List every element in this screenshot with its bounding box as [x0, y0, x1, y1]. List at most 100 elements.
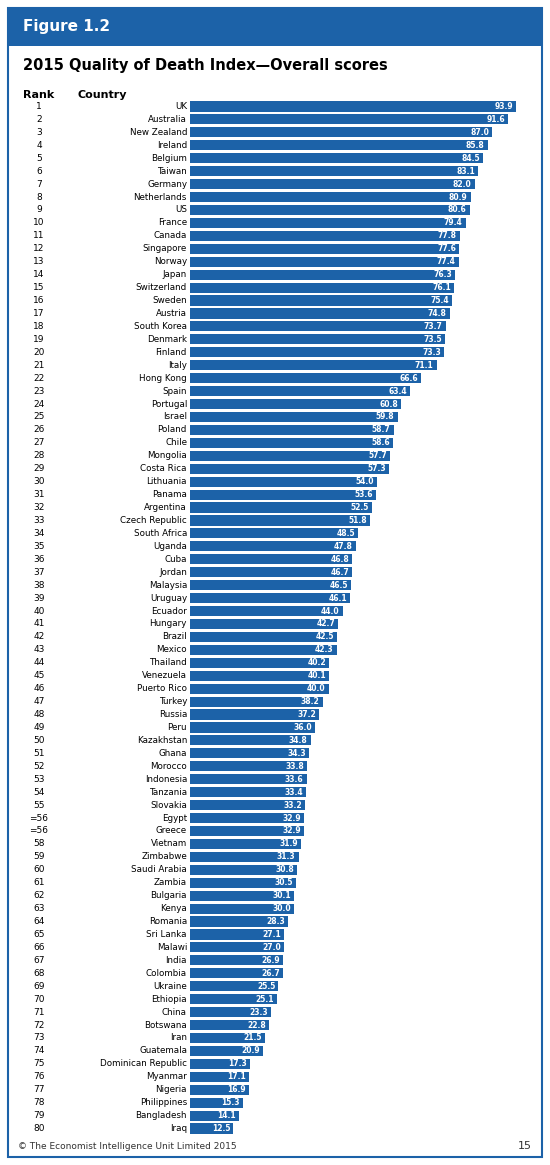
- Bar: [190, 839, 301, 849]
- Text: UK: UK: [175, 103, 187, 111]
- Text: 21.5: 21.5: [243, 1033, 262, 1043]
- Text: 17.1: 17.1: [228, 1072, 246, 1081]
- Text: 79.4: 79.4: [444, 218, 463, 227]
- Text: 75.4: 75.4: [430, 296, 449, 305]
- Text: 10: 10: [33, 218, 45, 227]
- Text: 35: 35: [33, 542, 45, 551]
- Text: 74.8: 74.8: [428, 309, 447, 318]
- Text: =56: =56: [30, 813, 48, 822]
- Text: 60: 60: [33, 866, 45, 874]
- Text: 65: 65: [33, 930, 45, 939]
- Bar: [190, 580, 351, 591]
- Text: Uruguay: Uruguay: [150, 594, 187, 602]
- Text: 48: 48: [34, 709, 45, 719]
- Text: 45: 45: [34, 671, 45, 680]
- Text: Brazil: Brazil: [162, 633, 187, 642]
- Text: 44: 44: [34, 658, 45, 668]
- Text: 30.0: 30.0: [272, 904, 291, 913]
- Bar: [190, 515, 370, 525]
- Bar: [190, 1123, 233, 1134]
- Text: Venezuela: Venezuela: [142, 671, 187, 680]
- Text: Ireland: Ireland: [157, 141, 187, 150]
- Text: Malaysia: Malaysia: [148, 580, 187, 589]
- Text: 42.7: 42.7: [316, 620, 335, 628]
- Bar: [190, 412, 398, 422]
- Text: 27.0: 27.0: [262, 942, 280, 952]
- Text: 31.3: 31.3: [277, 853, 295, 861]
- Bar: [190, 930, 284, 939]
- Text: 62: 62: [34, 891, 45, 901]
- Bar: [190, 697, 322, 707]
- Text: 46.7: 46.7: [331, 567, 349, 577]
- Text: 12.5: 12.5: [212, 1124, 230, 1134]
- Bar: [190, 347, 444, 358]
- Bar: [190, 256, 459, 267]
- Text: Sweden: Sweden: [152, 296, 187, 305]
- Text: 12: 12: [34, 245, 45, 253]
- Text: Ghana: Ghana: [158, 749, 187, 758]
- Text: 42.5: 42.5: [316, 633, 334, 642]
- Text: 58: 58: [33, 840, 45, 848]
- Text: 76: 76: [33, 1072, 45, 1081]
- Bar: [190, 179, 475, 189]
- Text: 2015 Quality of Death Index—Overall scores: 2015 Quality of Death Index—Overall scor…: [23, 58, 388, 73]
- Text: 16.9: 16.9: [227, 1086, 246, 1094]
- Bar: [190, 864, 297, 875]
- Text: 52: 52: [34, 762, 45, 771]
- Bar: [190, 464, 389, 474]
- Text: 17.3: 17.3: [228, 1059, 247, 1068]
- Text: 46.5: 46.5: [330, 580, 348, 589]
- Text: 70: 70: [33, 995, 45, 1004]
- Text: 72: 72: [34, 1021, 45, 1030]
- Text: 55: 55: [33, 800, 45, 810]
- Bar: [190, 788, 306, 797]
- Bar: [190, 529, 358, 538]
- Text: Sri Lanka: Sri Lanka: [146, 930, 187, 939]
- Text: Ethiopia: Ethiopia: [151, 995, 187, 1004]
- Text: 9: 9: [36, 205, 42, 214]
- Text: Malawi: Malawi: [157, 942, 187, 952]
- Text: 37.2: 37.2: [298, 709, 316, 719]
- Text: Hong Kong: Hong Kong: [139, 374, 187, 382]
- Bar: [190, 283, 454, 292]
- Text: 33.4: 33.4: [284, 788, 303, 797]
- Bar: [190, 567, 352, 578]
- Text: Country: Country: [78, 90, 128, 100]
- Text: 77.8: 77.8: [438, 232, 457, 240]
- Text: 15.3: 15.3: [222, 1099, 240, 1107]
- Text: 23: 23: [34, 387, 45, 396]
- Bar: [190, 1033, 265, 1043]
- Text: 42.3: 42.3: [315, 645, 334, 655]
- Text: 71.1: 71.1: [415, 361, 434, 369]
- Bar: [190, 153, 483, 163]
- Text: 77: 77: [33, 1086, 45, 1094]
- Bar: [190, 334, 445, 345]
- Text: 59: 59: [33, 853, 45, 861]
- Text: Zimbabwe: Zimbabwe: [141, 853, 187, 861]
- Text: 27.1: 27.1: [262, 930, 281, 939]
- Text: 71: 71: [33, 1008, 45, 1017]
- Bar: [190, 127, 492, 137]
- Text: Australia: Australia: [148, 115, 187, 123]
- Text: 26.7: 26.7: [261, 969, 279, 977]
- Text: 1: 1: [36, 103, 42, 111]
- Text: China: China: [162, 1008, 187, 1017]
- Text: 68: 68: [33, 969, 45, 977]
- Text: Belgium: Belgium: [151, 154, 187, 163]
- Text: Dominican Republic: Dominican Republic: [100, 1059, 187, 1068]
- Text: 39: 39: [33, 594, 45, 602]
- Text: 40: 40: [34, 607, 45, 615]
- Text: 50: 50: [33, 736, 45, 744]
- Text: 77.6: 77.6: [437, 245, 456, 253]
- Bar: [190, 231, 460, 241]
- Text: Lithuania: Lithuania: [146, 478, 187, 486]
- Text: Israel: Israel: [163, 412, 187, 422]
- Text: 51: 51: [33, 749, 45, 758]
- Bar: [190, 1085, 249, 1095]
- Text: 82.0: 82.0: [453, 179, 471, 189]
- Text: Netherlands: Netherlands: [134, 192, 187, 202]
- Text: 30: 30: [33, 478, 45, 486]
- Text: 61: 61: [33, 878, 45, 888]
- Text: 63.4: 63.4: [388, 387, 407, 396]
- Text: 76.1: 76.1: [432, 283, 451, 292]
